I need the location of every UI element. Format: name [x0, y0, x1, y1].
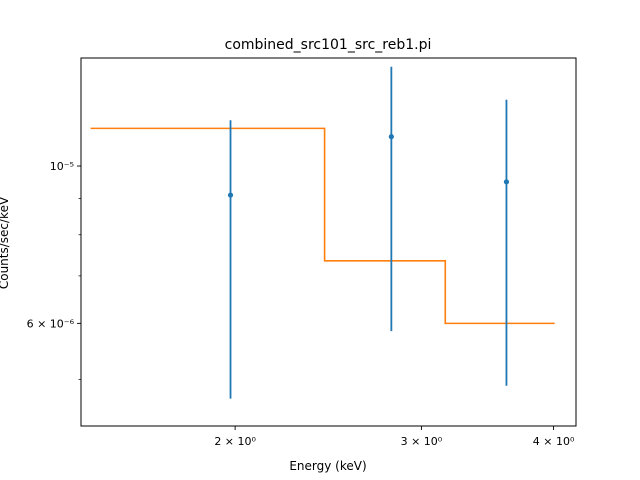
plot-frame: [80, 57, 577, 427]
axes: 2 × 10⁰ 3 × 10⁰ 4 × 10⁰ 10⁻⁵ 6 × 10⁻⁶: [27, 160, 575, 448]
data-point-1: [227, 192, 234, 198]
y-axis-label: Counts/sec/keV: [0, 196, 11, 289]
y-tick-label-2: 6 × 10⁻⁶: [27, 317, 75, 330]
x-tick-label-1: 2 × 10⁰: [214, 435, 256, 448]
x-tick-label-2: 3 × 10⁰: [401, 435, 443, 448]
plot-area: [90, 66, 555, 399]
x-axis-label: Energy (keV): [289, 459, 366, 473]
chart-title: combined_src101_src_reb1.pi: [225, 37, 432, 53]
data-point-2: [388, 134, 394, 140]
y-tick-label-1: 10⁻⁵: [50, 160, 74, 173]
data-point-3: [503, 179, 510, 185]
model-step-line: [90, 127, 555, 325]
x-tick-label-3: 4 × 10⁰: [533, 435, 575, 448]
